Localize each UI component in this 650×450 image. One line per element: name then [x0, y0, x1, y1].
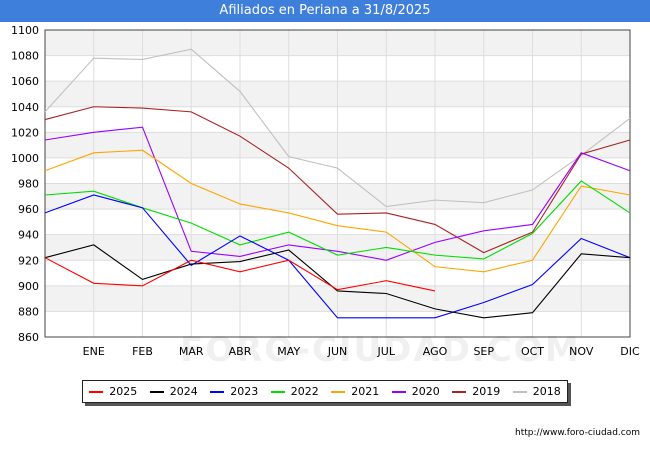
x-tick-label: MAR — [179, 345, 204, 358]
y-tick-label: 860 — [18, 331, 39, 344]
legend-item-2020: 2020 — [391, 385, 440, 398]
legend-swatch — [210, 390, 225, 393]
source-text: http://www.foro-ciudad.com — [515, 428, 640, 438]
legend-item-2025: 2025 — [89, 385, 137, 398]
series-line-2018 — [44, 48, 631, 208]
legend-label: 2023 — [230, 385, 259, 398]
x-tick-label: FEB — [132, 345, 153, 358]
chart-title: Afiliados en Periana a 31/8/2025 — [0, 0, 650, 22]
y-tick-label: 920 — [18, 254, 39, 267]
y-tick-label: 1020 — [11, 126, 39, 139]
x-tick-label: ABR — [229, 345, 252, 358]
legend-item-2022: 2022 — [270, 385, 319, 398]
x-tick-label: JUL — [377, 345, 396, 358]
legend-item-2018: 2018 — [512, 385, 561, 398]
series-line-2023 — [44, 194, 631, 319]
series-line-2019 — [44, 106, 631, 254]
y-tick-label: 1000 — [11, 152, 39, 165]
legend-label: 2024 — [169, 385, 198, 398]
y-tick-label: 1060 — [11, 75, 39, 88]
x-tick-label: DIC — [620, 345, 640, 358]
legend-swatch — [149, 390, 164, 393]
x-tick-label: SEP — [473, 345, 494, 358]
series-line-2025 — [44, 257, 436, 292]
y-tick-label: 940 — [18, 229, 39, 242]
x-tick-label: AGO — [423, 345, 448, 358]
plot-frame — [44, 29, 631, 338]
series-line-2021 — [44, 149, 631, 273]
y-tick-label: 880 — [18, 305, 39, 318]
legend-item-2019: 2019 — [452, 385, 500, 398]
legend-swatch — [89, 390, 104, 393]
legend-item-2021: 2021 — [331, 385, 379, 398]
y-tick-label: 1040 — [11, 101, 39, 114]
legend-swatch — [270, 390, 285, 393]
legend-label: 2025 — [109, 385, 138, 398]
y-tick-label: 1080 — [11, 50, 39, 63]
y-tick-label: 960 — [18, 203, 39, 216]
y-tick-label: 1100 — [11, 24, 39, 37]
x-tick-label: MAY — [277, 345, 300, 358]
watermark: FORO-CIUDAD.COM — [180, 330, 581, 370]
x-tick-label: NOV — [569, 345, 594, 358]
y-tick-label: 900 — [18, 280, 39, 293]
legend-label: 2022 — [290, 385, 319, 398]
legend-swatch — [452, 390, 467, 393]
legend-label: 2021 — [351, 385, 380, 398]
legend-label: 2019 — [472, 385, 501, 398]
x-tick-label: OCT — [521, 345, 544, 358]
legend-label: 2018 — [532, 385, 561, 398]
legend-item-2024: 2024 — [149, 385, 198, 398]
x-tick-label: ENE — [83, 345, 105, 358]
x-tick-label: JUN — [327, 345, 348, 358]
legend-swatch — [512, 390, 527, 393]
legend-swatch — [391, 390, 406, 393]
legend: 2025 2024 2023 2022 2021 2020 2019 2018 — [82, 380, 568, 403]
legend-swatch — [331, 390, 346, 393]
y-tick-label: 980 — [18, 178, 39, 191]
legend-label: 2020 — [411, 385, 440, 398]
legend-item-2023: 2023 — [210, 385, 258, 398]
series-line-2020 — [44, 126, 631, 261]
series-line-2024 — [44, 244, 631, 319]
